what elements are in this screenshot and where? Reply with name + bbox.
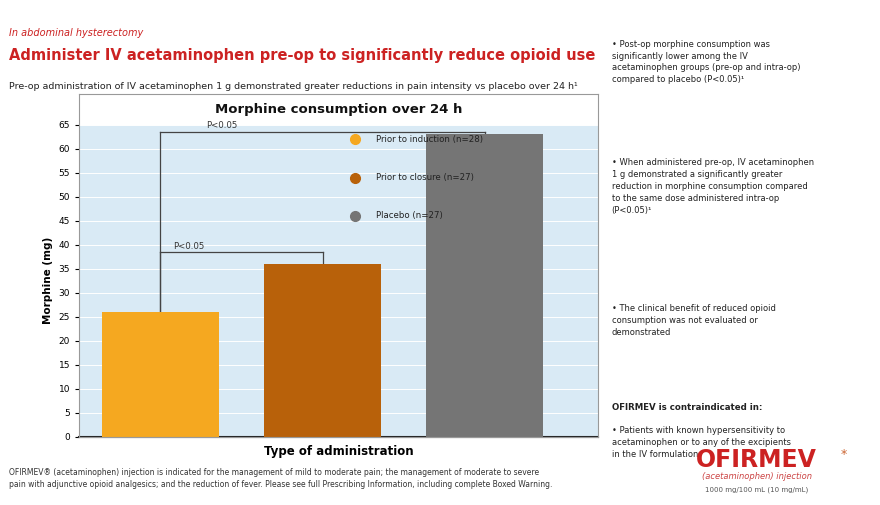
Text: Morphine consumption over 24 h: Morphine consumption over 24 h: [215, 103, 463, 116]
X-axis label: Type of administration: Type of administration: [264, 445, 414, 458]
Text: Placebo (n=27): Placebo (n=27): [376, 212, 443, 221]
Text: Prior to closure (n=27): Prior to closure (n=27): [376, 173, 474, 182]
Text: • The clinical benefit of reduced opioid
consumption was not evaluated or
demons: • The clinical benefit of reduced opioid…: [612, 304, 775, 336]
Text: (acetaminophen) injection: (acetaminophen) injection: [702, 472, 811, 481]
Text: Anesthesiology: Anesthesiology: [638, 13, 716, 22]
Text: Prior to induction (n=28): Prior to induction (n=28): [376, 135, 483, 143]
Text: • Patients with known hypersensitivity to
acetaminophen or to any of the excipie: • Patients with known hypersensitivity t…: [612, 426, 790, 459]
Text: OFIRMEV® (acetaminophen) injection is indicated for the management of mild to mo: OFIRMEV® (acetaminophen) injection is in…: [9, 468, 552, 489]
Text: 1000 mg/100 mL (10 mg/mL): 1000 mg/100 mL (10 mg/mL): [705, 487, 809, 493]
Text: ISI: ISI: [776, 13, 790, 22]
Text: *: *: [840, 448, 847, 461]
Y-axis label: Morphine (mg): Morphine (mg): [43, 237, 53, 324]
Text: • When administered pre-op, IV acetaminophen
1 g demonstrated a significantly gr: • When administered pre-op, IV acetamino…: [612, 159, 814, 215]
Text: In abdominal hysterectomy: In abdominal hysterectomy: [9, 28, 143, 38]
Text: P<0.05: P<0.05: [206, 122, 237, 130]
Text: OFIRMEV is contraindicated in:: OFIRMEV is contraindicated in:: [612, 402, 762, 412]
Text: OFIRMEV: OFIRMEV: [696, 448, 818, 472]
Text: P<0.05: P<0.05: [173, 241, 205, 250]
Text: REFS: REFS: [843, 13, 869, 22]
Text: PI: PI: [810, 13, 821, 22]
Text: Pre-op administration of IV acetaminophen 1 g demonstrated greater reductions in: Pre-op administration of IV acetaminophe…: [9, 82, 577, 91]
Bar: [102, 312, 219, 437]
Bar: [427, 134, 543, 437]
Bar: [264, 264, 381, 437]
Text: • Post-op morphine consumption was
significantly lower among the IV
acetaminophe: • Post-op morphine consumption was signi…: [612, 40, 800, 84]
Text: Administer IV acetaminophen pre-op to significantly reduce opioid use: Administer IV acetaminophen pre-op to si…: [9, 48, 595, 63]
